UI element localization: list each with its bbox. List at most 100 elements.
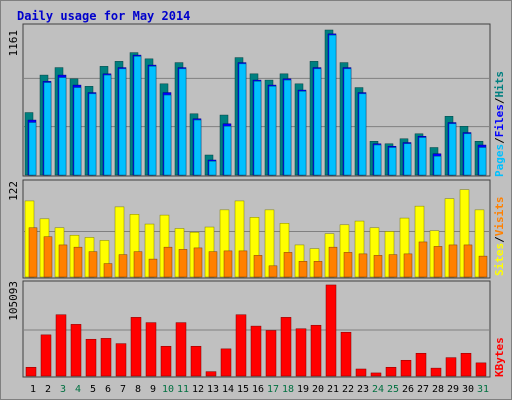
pages-bar: [253, 81, 262, 176]
kbytes-panel-frame: [22, 280, 491, 378]
pages-bar: [283, 79, 292, 176]
kbytes-bar: [370, 372, 382, 377]
kbytes-panel-bars: [25, 284, 487, 377]
kbytes-bar: [190, 345, 202, 377]
visits-bar: [328, 246, 338, 278]
day-label: 15: [237, 384, 249, 395]
kbytes-bar: [175, 322, 187, 377]
legend-hits: Hits: [493, 71, 506, 98]
kbytes-bar: [235, 314, 247, 377]
visits-bar: [463, 244, 473, 278]
day-label: 25: [387, 384, 399, 395]
day-label: 5: [90, 384, 96, 395]
visits-bar: [358, 253, 368, 278]
pages-bar: [373, 144, 382, 176]
legend-sites: Sites: [493, 243, 506, 276]
day-label: 27: [417, 384, 429, 395]
hits-files-pages-panel: 1161 Pages/Files/Hits: [7, 23, 506, 177]
chart-title: Daily usage for May 2014: [17, 9, 190, 23]
pages-bar: [448, 123, 457, 176]
legend-sep-2: /: [493, 97, 506, 104]
pages-bar: [163, 94, 172, 176]
kbytes-bar: [85, 338, 97, 377]
kbytes-bar: [25, 366, 37, 377]
kbytes-bar: [385, 366, 397, 377]
visits-bar: [373, 255, 383, 278]
day-label: 16: [252, 384, 264, 395]
day-label: 12: [192, 384, 204, 395]
pages-bar: [463, 133, 472, 176]
visits-bar: [388, 254, 398, 278]
visits-bar: [208, 251, 218, 278]
kbytes-bar: [220, 348, 232, 377]
day-axis-labels: 1 2 3 4 5 6 7 8 9 10 11 12 13 14 15 16 17 18 19 20 21 22 23 24 2…: [30, 384, 489, 395]
kbytes-panel: 105093 KBytes: [7, 280, 506, 378]
kbytes-bar: [295, 328, 307, 377]
kbytes-bar: [55, 314, 67, 377]
visits-legend: Sites/Visits: [493, 197, 506, 277]
visits-bar: [43, 236, 53, 278]
kbytes-bar: [100, 338, 112, 377]
visits-bar: [178, 249, 188, 278]
kbytes-bar: [325, 284, 337, 377]
kbytes-bar: [250, 325, 262, 377]
pages-bar: [58, 77, 67, 176]
hits-legend: Pages/Files/Hits: [493, 71, 506, 177]
pages-bar: [193, 119, 202, 176]
pages-bar: [178, 68, 187, 176]
day-label: 13: [207, 384, 219, 395]
day-label: 30: [462, 384, 474, 395]
pages-bar: [268, 86, 277, 176]
visits-bar: [283, 252, 293, 278]
kbytes-bar: [115, 343, 127, 377]
day-label: 3: [60, 384, 66, 395]
legend-sep-1: /: [493, 137, 506, 144]
visits-axis-max-label: 122: [7, 181, 20, 201]
kbytes-bar: [445, 357, 457, 377]
day-label: 2: [45, 384, 51, 395]
hits-axis-max-label: 1161: [7, 30, 20, 57]
pages-bar: [238, 63, 247, 176]
pages-bar: [208, 161, 217, 176]
kbytes-bar: [430, 367, 442, 377]
kbytes-bar: [70, 324, 82, 377]
pages-bar: [418, 137, 427, 176]
pages-bar: [73, 87, 82, 176]
hits-panel-bars: [24, 29, 487, 176]
hits-panel-frame: [22, 23, 491, 177]
visits-bar: [133, 251, 143, 278]
visits-bar: [313, 261, 323, 278]
day-label: 21: [327, 384, 339, 395]
kbytes-axis-max-label: 105093: [7, 281, 20, 321]
pages-bar: [223, 126, 232, 176]
pages-bar: [28, 122, 37, 176]
day-label: 31: [477, 384, 489, 395]
pages-bar: [298, 91, 307, 176]
kbytes-bar: [130, 317, 142, 377]
visits-bar: [163, 246, 173, 278]
day-label: 1: [30, 384, 36, 395]
day-label: 17: [267, 384, 279, 395]
day-label: 11: [177, 384, 189, 395]
kbytes-bar: [40, 334, 52, 377]
day-label: 18: [282, 384, 294, 395]
day-label: 19: [297, 384, 309, 395]
kbytes-bar: [280, 317, 292, 377]
visits-panel-bars: [24, 189, 488, 278]
pages-bar: [343, 68, 352, 176]
visits-bar: [148, 258, 158, 278]
kbytes-bar: [340, 331, 352, 377]
visits-bar: [478, 255, 488, 278]
day-label: 28: [432, 384, 444, 395]
visits-bar: [253, 255, 263, 278]
pages-bar: [313, 68, 322, 176]
visits-bar: [298, 261, 308, 278]
day-label: 8: [135, 384, 141, 395]
legend-visits: Visits: [493, 197, 506, 237]
pages-bar: [328, 34, 337, 176]
kbytes-bar: [460, 352, 472, 377]
visits-bar: [73, 246, 83, 278]
kbytes-bar: [160, 345, 172, 377]
visits-bar: [58, 244, 68, 278]
